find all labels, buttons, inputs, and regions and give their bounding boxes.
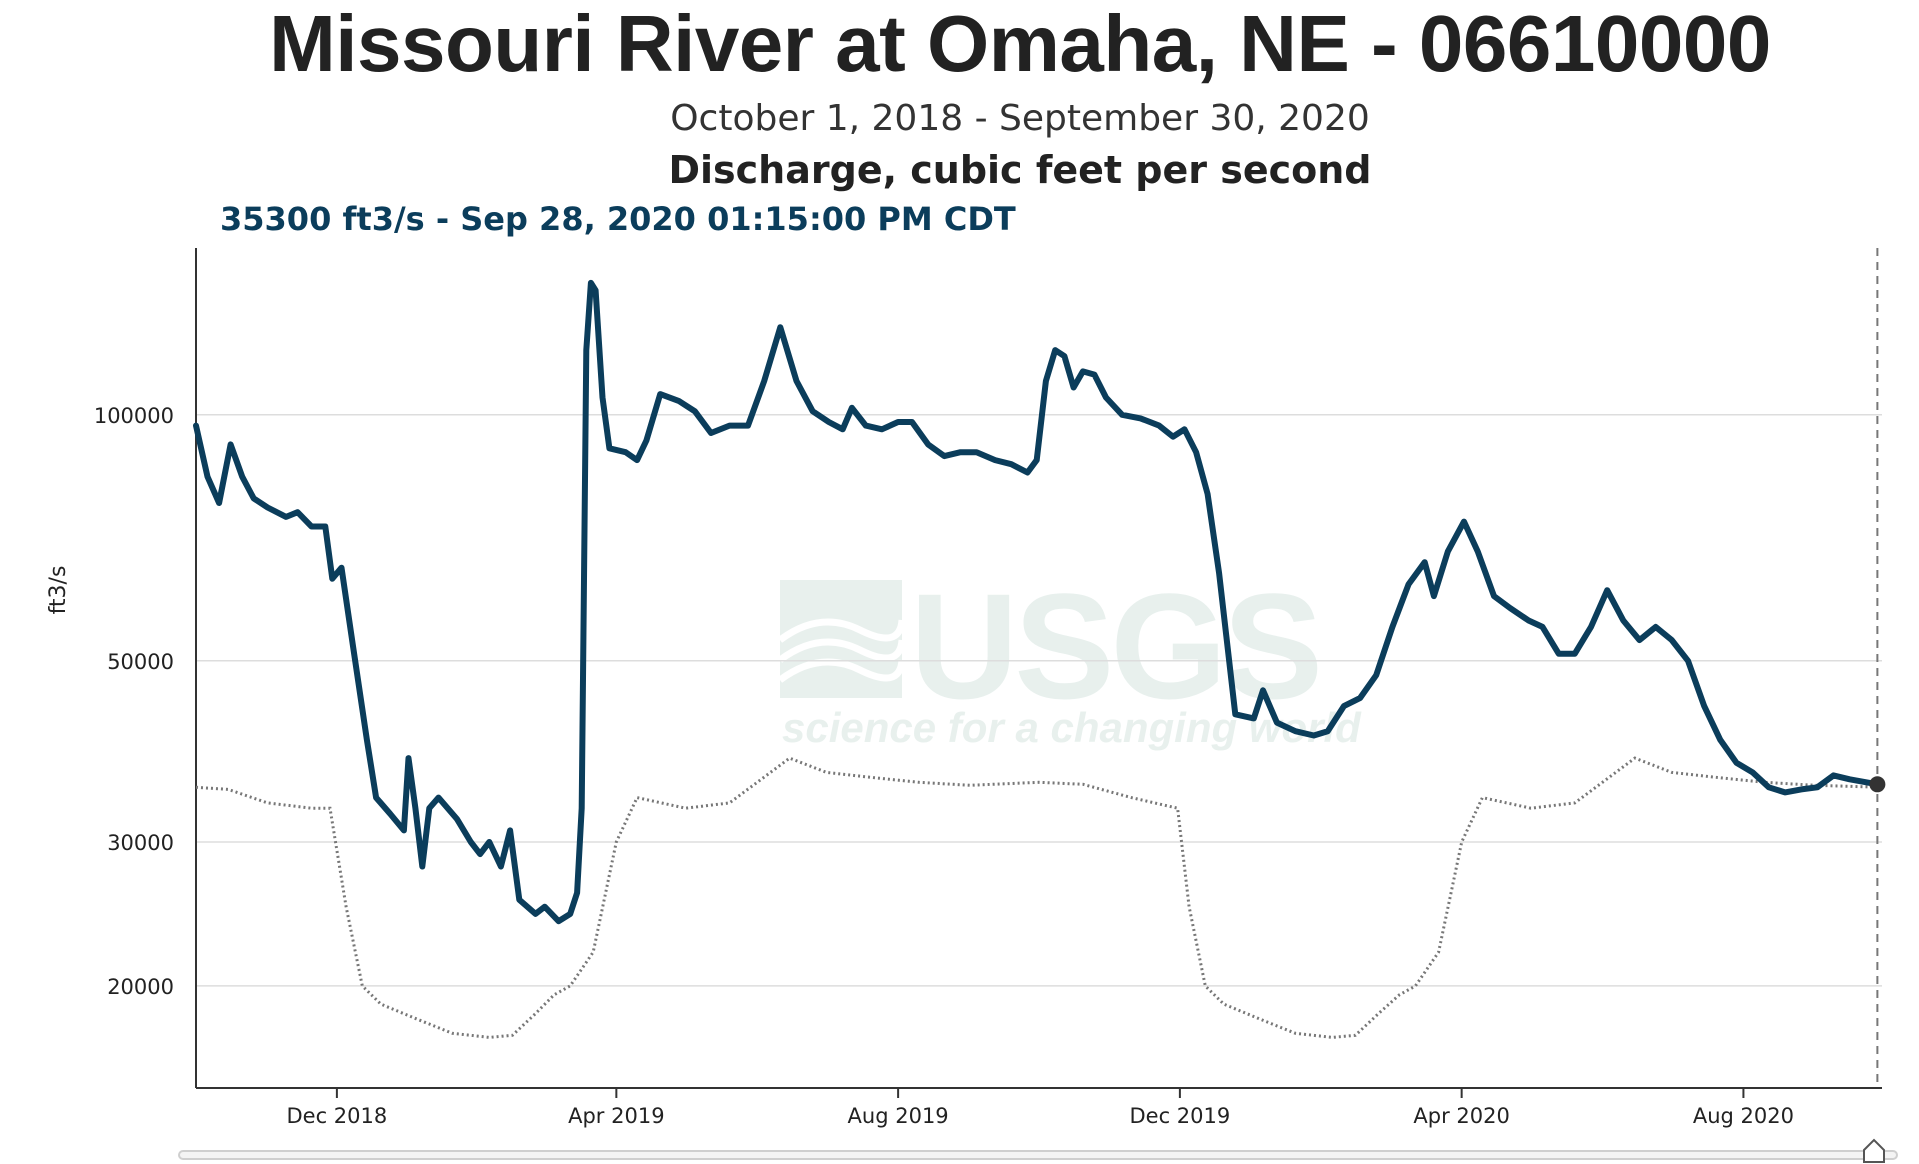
watermark-text: USGS	[910, 562, 1319, 730]
y-tick-label: 30000	[107, 831, 174, 855]
x-tick-label: Apr 2020	[1413, 1104, 1509, 1128]
watermark-tagline: science for a changing world	[782, 704, 1362, 751]
y-tick-label: 20000	[107, 975, 174, 999]
page-title: Missouri River at Omaha, NE - 06610000	[269, 0, 1771, 88]
median-series	[195, 756, 1883, 1039]
x-tick-label: Aug 2019	[848, 1104, 949, 1128]
y-tick-label: 100000	[94, 404, 174, 428]
usgs-logo-icon	[777, 580, 906, 698]
y-axis-ticks: 20000 30000 50000 100000	[94, 404, 174, 999]
x-axis-ticks: Dec 2018 Apr 2019 Aug 2019 Dec 2019 Apr 2020…	[287, 1088, 1794, 1128]
x-tick-label: Apr 2019	[568, 1104, 664, 1128]
x-tick-label: Aug 2020	[1693, 1104, 1794, 1128]
time-range-scrollbar[interactable]	[178, 1150, 1898, 1160]
axes	[195, 248, 1882, 1089]
discharge-line	[193, 279, 1881, 925]
y-axis-label: ft3/s	[46, 566, 71, 615]
current-value-point[interactable]	[1869, 776, 1886, 793]
median-line	[195, 756, 1883, 1039]
discharge-series	[193, 279, 1881, 925]
date-range-subtitle: October 1, 2018 - September 30, 2020	[670, 98, 1370, 139]
parameter-title: Discharge, cubic feet per second	[668, 148, 1372, 192]
hover-readout: 35300 ft3/s - Sep 28, 2020 01:15:00 PM C…	[220, 200, 1016, 238]
usgs-watermark: USGS science for a changing world	[777, 562, 1362, 751]
y-tick-label: 50000	[107, 650, 174, 674]
x-tick-label: Dec 2018	[287, 1104, 388, 1128]
scrollbar-handle[interactable]	[1862, 1138, 1886, 1164]
x-tick-label: Dec 2019	[1130, 1104, 1231, 1128]
